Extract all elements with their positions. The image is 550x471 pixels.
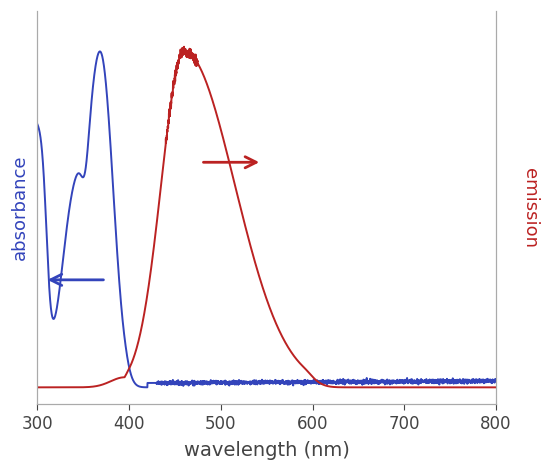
Y-axis label: absorbance: absorbance xyxy=(11,155,29,260)
X-axis label: wavelength (nm): wavelength (nm) xyxy=(184,441,350,460)
Y-axis label: emission: emission xyxy=(521,168,539,248)
